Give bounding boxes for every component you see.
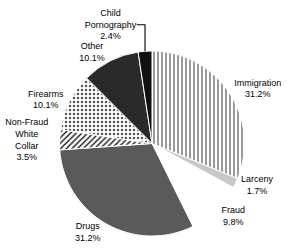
svg-text:Larceny1.7%: Larceny1.7% [241, 174, 274, 196]
svg-text:Immigration31.2%: Immigration31.2% [234, 78, 281, 100]
svg-text:ChildPornography2.4%: ChildPornography2.4% [85, 8, 137, 41]
svg-text:Drugs31.2%: Drugs31.2% [75, 221, 101, 243]
svg-text:Fraud9.8%: Fraud9.8% [222, 205, 246, 227]
svg-text:Non-FraudWhiteCollar3.5%: Non-FraudWhiteCollar3.5% [5, 117, 48, 162]
svg-text:Firearms10.1%: Firearms10.1% [28, 89, 64, 111]
svg-text:Other10.1%: Other10.1% [79, 41, 105, 63]
